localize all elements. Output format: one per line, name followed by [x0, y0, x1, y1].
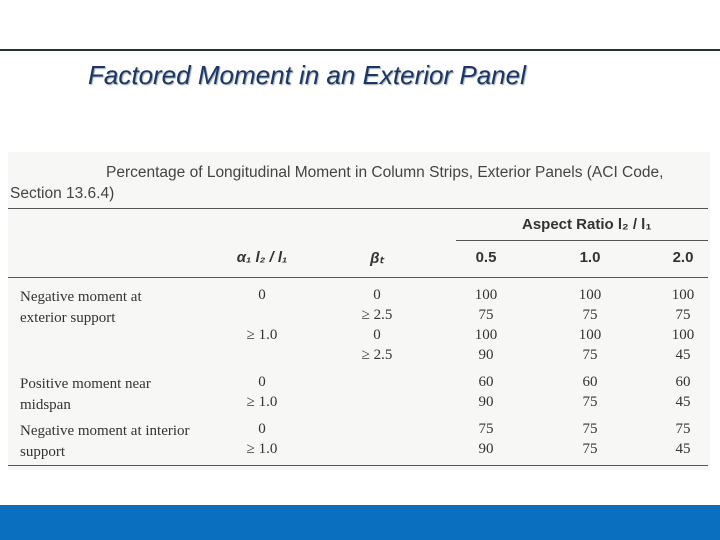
rule — [8, 465, 708, 466]
beta-cell: ≥ 2.5 — [361, 307, 393, 323]
value-cell: 90 — [478, 441, 494, 457]
column-header: 2.0 — [672, 249, 694, 266]
value-cell: 75 — [582, 421, 598, 437]
value-cell: 45 — [675, 394, 691, 410]
table: Percentage of Longitudinal Moment in Col… — [8, 152, 710, 470]
column-header: 0.5 — [475, 249, 497, 266]
value-cell: 100 — [578, 327, 602, 343]
value-cell: 60 — [478, 374, 494, 390]
value-cell: 100 — [671, 287, 695, 303]
beta-cell: 0 — [373, 327, 381, 343]
rule — [8, 277, 708, 278]
value-cell: 75 — [582, 441, 598, 457]
value-cell: 75 — [582, 394, 598, 410]
column-header: βₜ — [370, 250, 384, 267]
value-cell: 100 — [671, 327, 695, 343]
value-cell: 75 — [675, 307, 691, 323]
slide-title: Factored Moment in an Exterior Panel — [88, 60, 526, 90]
value-cell: 90 — [478, 347, 494, 363]
alpha-cell: 0 — [258, 421, 266, 437]
value-cell: 90 — [478, 394, 494, 410]
value-cell: 60 — [582, 374, 598, 390]
table-caption: Percentage of Longitudinal Moment in Col… — [10, 164, 664, 202]
alpha-cell: 0 — [258, 287, 266, 303]
top-rule — [0, 49, 720, 51]
value-cell: 75 — [478, 307, 494, 323]
beta-cell: ≥ 2.5 — [361, 347, 393, 363]
alpha-cell: ≥ 1.0 — [246, 394, 278, 410]
rule — [456, 240, 708, 241]
column-header: α₁ l₂ / l₁ — [236, 249, 288, 266]
value-cell: 100 — [474, 287, 498, 303]
footer-bar — [0, 505, 720, 540]
value-cell: 100 — [474, 327, 498, 343]
value-cell: 75 — [582, 307, 598, 323]
value-cell: 75 — [582, 347, 598, 363]
beta-cell: 0 — [373, 287, 381, 303]
value-cell: 75 — [478, 421, 494, 437]
alpha-cell: ≥ 1.0 — [246, 327, 278, 343]
alpha-cell: ≥ 1.0 — [246, 441, 278, 457]
rule — [8, 208, 708, 209]
value-cell: 45 — [675, 441, 691, 457]
row-label: Negative moment at interior support — [20, 423, 190, 460]
alpha-cell: 0 — [258, 374, 266, 390]
row-label: Negative moment at exterior support — [20, 289, 142, 326]
value-cell: 60 — [675, 374, 691, 390]
group-header: Aspect Ratio l₂ / l₁ — [522, 216, 652, 233]
value-cell: 100 — [578, 287, 602, 303]
value-cell: 75 — [675, 421, 691, 437]
value-cell: 45 — [675, 347, 691, 363]
column-header: 1.0 — [579, 249, 601, 266]
row-label: Positive moment near midspan — [20, 376, 151, 413]
